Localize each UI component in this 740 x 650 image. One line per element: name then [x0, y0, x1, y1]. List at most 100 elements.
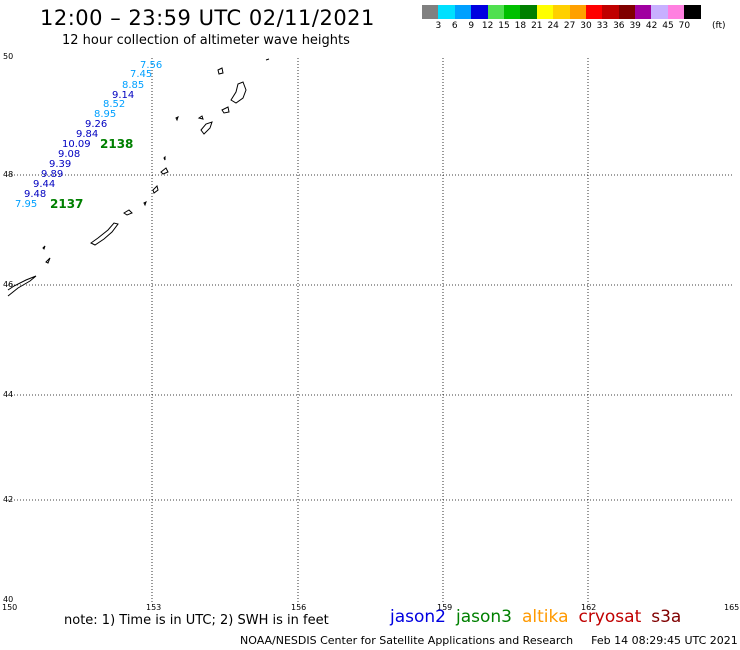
satellite-altika: altika — [522, 607, 569, 627]
legend-swatch — [520, 5, 537, 19]
swh-reading: 9.44 — [33, 179, 55, 190]
legend-swatch — [536, 5, 554, 19]
swh-reading: 10.09 — [62, 139, 91, 150]
satellite-jason3: jason3 — [456, 607, 512, 627]
island — [230, 81, 247, 104]
legend-swatch — [635, 5, 652, 19]
island — [217, 67, 224, 75]
legend-label: 36 — [613, 21, 625, 31]
legend-label: 30 — [580, 21, 592, 31]
legend-label: 18 — [514, 21, 527, 31]
swh-reading: 9.84 — [76, 129, 98, 140]
satellite-s3a: s3a — [651, 607, 682, 627]
island — [123, 209, 133, 216]
swh-reading: 7.45 — [130, 69, 152, 80]
legend-label: 21 — [531, 21, 543, 31]
legend-label: 9 — [468, 21, 475, 31]
legend-unit: (ft) — [712, 21, 726, 31]
legend-swatch — [487, 5, 504, 19]
legend-label: 42 — [645, 21, 658, 31]
lat-label: 40 — [3, 595, 13, 604]
lon-label: 156 — [291, 603, 306, 612]
legend-swatch — [684, 5, 701, 19]
legend-swatch — [602, 5, 619, 19]
island — [175, 116, 179, 122]
island — [160, 167, 169, 175]
island — [42, 245, 46, 250]
legend-swatch — [553, 5, 570, 19]
swh-reading: 7.56 — [140, 60, 162, 71]
legend-label: 12 — [481, 21, 494, 31]
legend-label: 45 — [662, 21, 674, 31]
swh-reading: 8.52 — [103, 99, 125, 110]
pass-id-2137: 2137 — [50, 197, 83, 211]
page-subtitle: 12 hour collection of altimeter wave hei… — [62, 33, 350, 48]
pass-id-2138: 2138 — [100, 137, 133, 151]
color-legend: (ft) 3 6 9 12 15 18 21 24 27 30 33 36 39 42 45 70 — [422, 5, 732, 33]
swh-reading: 9.08 — [58, 149, 80, 160]
lat-label: 46 — [3, 280, 13, 289]
lat-label: 42 — [3, 495, 13, 504]
legend-label: 39 — [629, 21, 641, 31]
swh-reading: 9.48 — [24, 189, 46, 200]
pass-2137-readings: 9.08 9.39 9.89 9.44 9.48 7.95 — [15, 149, 80, 210]
legend-swatch — [569, 5, 586, 19]
island — [200, 121, 213, 135]
lon-label: 153 — [146, 603, 161, 612]
coastline-hokkaido — [7, 275, 37, 297]
swh-reading: 7.95 — [15, 199, 37, 210]
legend-label: 27 — [563, 21, 576, 31]
page-title: 12:00 – 23:59 UTC 02/11/2021 — [40, 6, 375, 30]
swh-reading: 9.14 — [112, 90, 134, 101]
legend-label: 24 — [547, 21, 559, 31]
island — [265, 58, 270, 61]
island — [163, 155, 166, 161]
legend-swatch — [422, 5, 439, 19]
legend-label: 15 — [498, 21, 510, 31]
legend-swatch — [471, 5, 488, 19]
swh-reading: 9.39 — [49, 159, 71, 170]
lat-label: 50 — [3, 52, 13, 61]
legend-label: 70 — [678, 21, 691, 31]
lon-label: 159 — [437, 603, 452, 612]
island — [143, 201, 147, 207]
legend-labels: (ft) 3 6 9 12 15 18 21 24 27 30 33 36 39 42 45 70 — [422, 19, 732, 33]
island — [221, 106, 230, 114]
lon-label: 165 — [724, 603, 739, 612]
legend-swatch — [585, 5, 603, 19]
lat-label: 44 — [3, 390, 13, 399]
generated-timestamp: Feb 14 08:29:45 UTC 2021 — [591, 634, 738, 647]
swh-reading: 9.26 — [85, 119, 107, 130]
island — [45, 257, 51, 264]
legend-label: 6 — [451, 21, 458, 31]
swh-reading: 9.89 — [41, 169, 63, 180]
footer-note: note: 1) Time is in UTC; 2) SWH is in fe… — [64, 613, 329, 628]
satellite-legend: jason2 jason3 altika cryosat s3a — [390, 607, 691, 627]
legend-swatch — [438, 5, 455, 19]
island — [197, 115, 204, 120]
satellite-cryosat: cryosat — [578, 607, 642, 627]
island — [90, 222, 119, 246]
legend-swatch — [618, 5, 636, 19]
coastline — [7, 58, 270, 297]
lon-label: 162 — [581, 603, 596, 612]
map-grid — [8, 58, 733, 602]
credit-text: NOAA/NESDIS Center for Satellite Applica… — [240, 634, 574, 647]
legend-label: 3 — [435, 21, 442, 31]
pass-2138-readings: 7.56 7.45 8.85 9.14 8.52 8.95 9.26 9.84 … — [62, 60, 162, 150]
credit-line: NOAA/NESDIS Center for Satellite Applica… — [240, 634, 738, 647]
lon-label: 150 — [2, 603, 17, 612]
legend-swatches — [422, 5, 732, 19]
legend-swatch — [503, 5, 521, 19]
swh-reading: 8.85 — [122, 80, 144, 91]
island — [152, 185, 159, 194]
axis-labels: 50 48 46 44 42 40 150 153 156 159 162 16… — [2, 52, 739, 612]
legend-swatch — [454, 5, 472, 19]
lat-label: 48 — [3, 170, 13, 179]
legend-swatch — [651, 5, 668, 19]
swh-reading: 8.95 — [94, 109, 116, 120]
legend-swatch — [667, 5, 685, 19]
legend-label: 33 — [596, 21, 609, 31]
satellite-jason2: jason2 — [390, 607, 446, 627]
